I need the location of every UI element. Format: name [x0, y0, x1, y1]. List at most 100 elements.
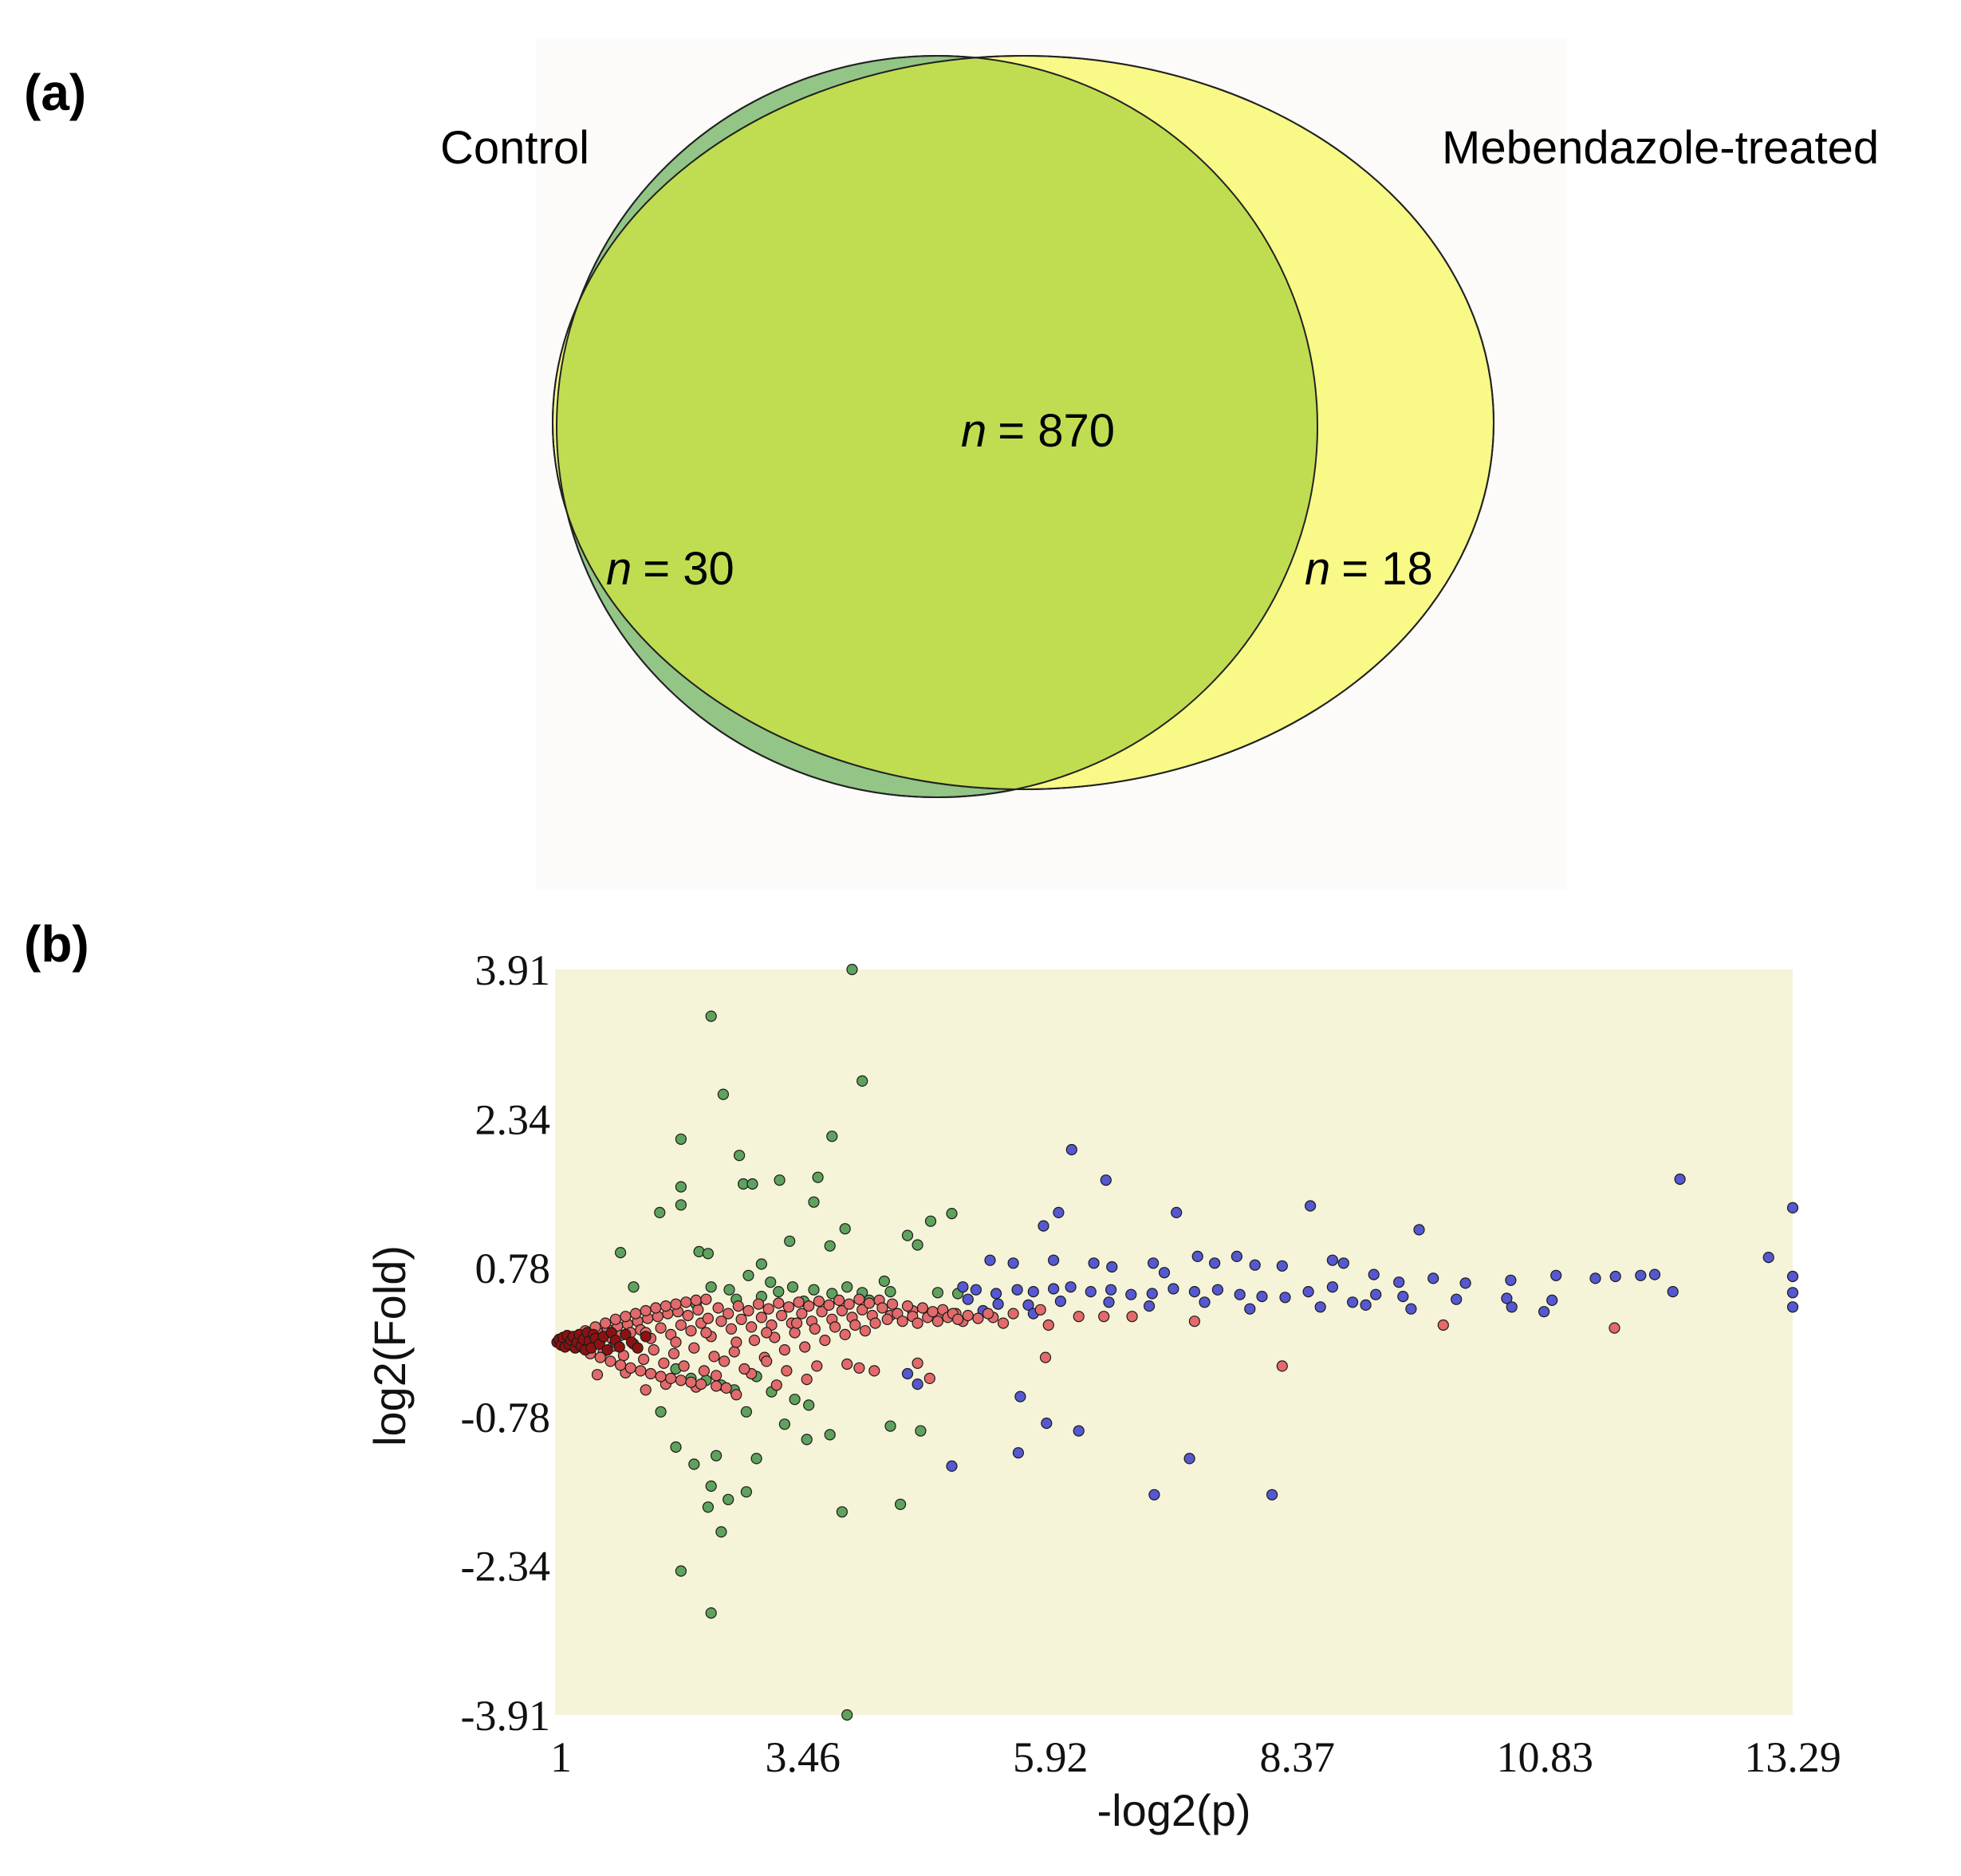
- data-point-green: [675, 1133, 687, 1145]
- data-point-green: [846, 963, 858, 976]
- data-point-blue: [1427, 1272, 1439, 1284]
- data-point-green: [812, 1171, 824, 1183]
- data-point-red: [637, 1353, 650, 1366]
- data-point-green: [705, 1010, 717, 1022]
- data-point-red: [859, 1325, 872, 1337]
- data-point-green: [803, 1399, 815, 1411]
- data-point-red: [773, 1297, 785, 1309]
- data-point-red: [1007, 1308, 1019, 1319]
- data-point-green: [841, 1709, 853, 1721]
- data-point-green: [675, 1565, 687, 1577]
- data-point-red: [886, 1298, 899, 1310]
- data-point-blue: [1143, 1300, 1156, 1312]
- venn-count-intersection: n = 870: [961, 405, 1115, 457]
- data-point-blue: [984, 1254, 996, 1266]
- data-point-red: [624, 1362, 636, 1374]
- data-point-blue: [1337, 1257, 1349, 1269]
- data-point-red: [752, 1298, 765, 1310]
- data-point-blue: [1413, 1224, 1425, 1236]
- data-point-red: [604, 1355, 616, 1367]
- data-point-red: [755, 1312, 768, 1323]
- data-point-red: [809, 1323, 821, 1335]
- data-point-blue: [901, 1367, 914, 1380]
- x-tick-label: 5.92: [1013, 1733, 1089, 1781]
- data-point-red: [997, 1317, 1010, 1329]
- data-point-red: [678, 1360, 690, 1372]
- data-point-dark-red: [640, 1331, 652, 1343]
- data-point-green: [826, 1131, 838, 1143]
- data-point-green: [717, 1088, 730, 1100]
- data-points: [551, 963, 1799, 1721]
- data-point-blue: [1065, 1143, 1077, 1156]
- data-point-green: [901, 1229, 914, 1241]
- data-point-red: [609, 1313, 621, 1325]
- data-point-red: [876, 1302, 888, 1314]
- data-point-red: [712, 1302, 724, 1314]
- data-point-blue: [1346, 1296, 1359, 1308]
- data-point-red: [708, 1351, 720, 1363]
- data-point-blue: [1088, 1257, 1100, 1269]
- data-point-red: [644, 1367, 657, 1380]
- data-point-blue: [1027, 1285, 1039, 1298]
- data-point-red: [655, 1371, 667, 1382]
- data-point-red: [695, 1378, 707, 1390]
- data-point-green: [710, 1449, 723, 1461]
- data-point-green: [765, 1276, 777, 1288]
- data-point-blue: [1546, 1294, 1558, 1307]
- y-tick-label: 0.78: [475, 1245, 551, 1292]
- data-point-red: [962, 1309, 974, 1322]
- data-point-red: [923, 1372, 935, 1385]
- data-point-red: [728, 1346, 740, 1358]
- data-point-green: [740, 1406, 753, 1418]
- n-symbol: n: [606, 543, 632, 595]
- data-point-red: [690, 1294, 702, 1307]
- data-point-red: [660, 1300, 672, 1312]
- data-point-red: [710, 1370, 723, 1382]
- data-point-red: [775, 1309, 788, 1322]
- data-point-red: [799, 1341, 811, 1353]
- data-point-red: [912, 1317, 923, 1329]
- data-point-red: [1042, 1319, 1054, 1331]
- data-point-blue: [1459, 1277, 1471, 1289]
- data-point-blue: [1054, 1295, 1067, 1308]
- data-point-blue: [912, 1378, 923, 1390]
- venn-count-mebendazole-only: n = 18: [1305, 543, 1433, 595]
- venn-label-control: Control: [440, 122, 589, 174]
- data-point-red: [801, 1373, 813, 1386]
- data-point-blue: [1171, 1206, 1183, 1219]
- data-point-red: [620, 1311, 632, 1323]
- data-point-red: [682, 1309, 694, 1322]
- data-point-blue: [1786, 1287, 1799, 1299]
- data-point-red: [735, 1313, 747, 1325]
- data-point-blue: [1199, 1296, 1211, 1308]
- data-point-green: [878, 1275, 891, 1288]
- data-point-blue: [1053, 1206, 1065, 1219]
- data-point-blue: [1147, 1257, 1160, 1269]
- data-point-red: [819, 1334, 831, 1347]
- data-point-blue: [1451, 1293, 1463, 1305]
- data-point-green: [688, 1458, 700, 1470]
- y-tick-label: -2.34: [461, 1542, 550, 1590]
- data-point-green: [786, 1281, 799, 1293]
- data-point-red: [803, 1300, 815, 1312]
- data-point-blue: [1667, 1285, 1679, 1298]
- data-point-blue: [1012, 1447, 1025, 1459]
- data-point-red: [665, 1372, 677, 1385]
- data-point-blue: [990, 1288, 1002, 1300]
- data-point-red: [823, 1299, 835, 1312]
- data-point-green: [614, 1246, 627, 1259]
- data-point-red: [1276, 1360, 1288, 1372]
- data-point-red: [719, 1355, 730, 1367]
- data-point-red: [927, 1306, 939, 1318]
- data-point-green: [824, 1240, 836, 1252]
- data-point-blue: [1041, 1417, 1053, 1430]
- data-point-dark-red: [632, 1342, 644, 1354]
- data-point-blue: [1266, 1489, 1278, 1500]
- data-point-green: [773, 1285, 785, 1298]
- data-point-blue: [1368, 1268, 1380, 1280]
- data-point-blue: [1105, 1284, 1117, 1296]
- y-axis-title: log2(Fold): [364, 1245, 415, 1446]
- x-axis-title: -log2(p): [1097, 1785, 1251, 1835]
- data-point-green: [924, 1215, 937, 1227]
- data-point-red: [738, 1363, 750, 1375]
